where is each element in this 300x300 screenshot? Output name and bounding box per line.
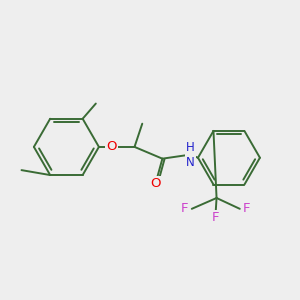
Text: F: F: [181, 202, 189, 215]
Text: O: O: [106, 140, 116, 153]
Text: H
N: H N: [186, 141, 195, 169]
Text: F: F: [211, 211, 219, 224]
Text: F: F: [243, 202, 250, 215]
Text: O: O: [150, 177, 161, 190]
